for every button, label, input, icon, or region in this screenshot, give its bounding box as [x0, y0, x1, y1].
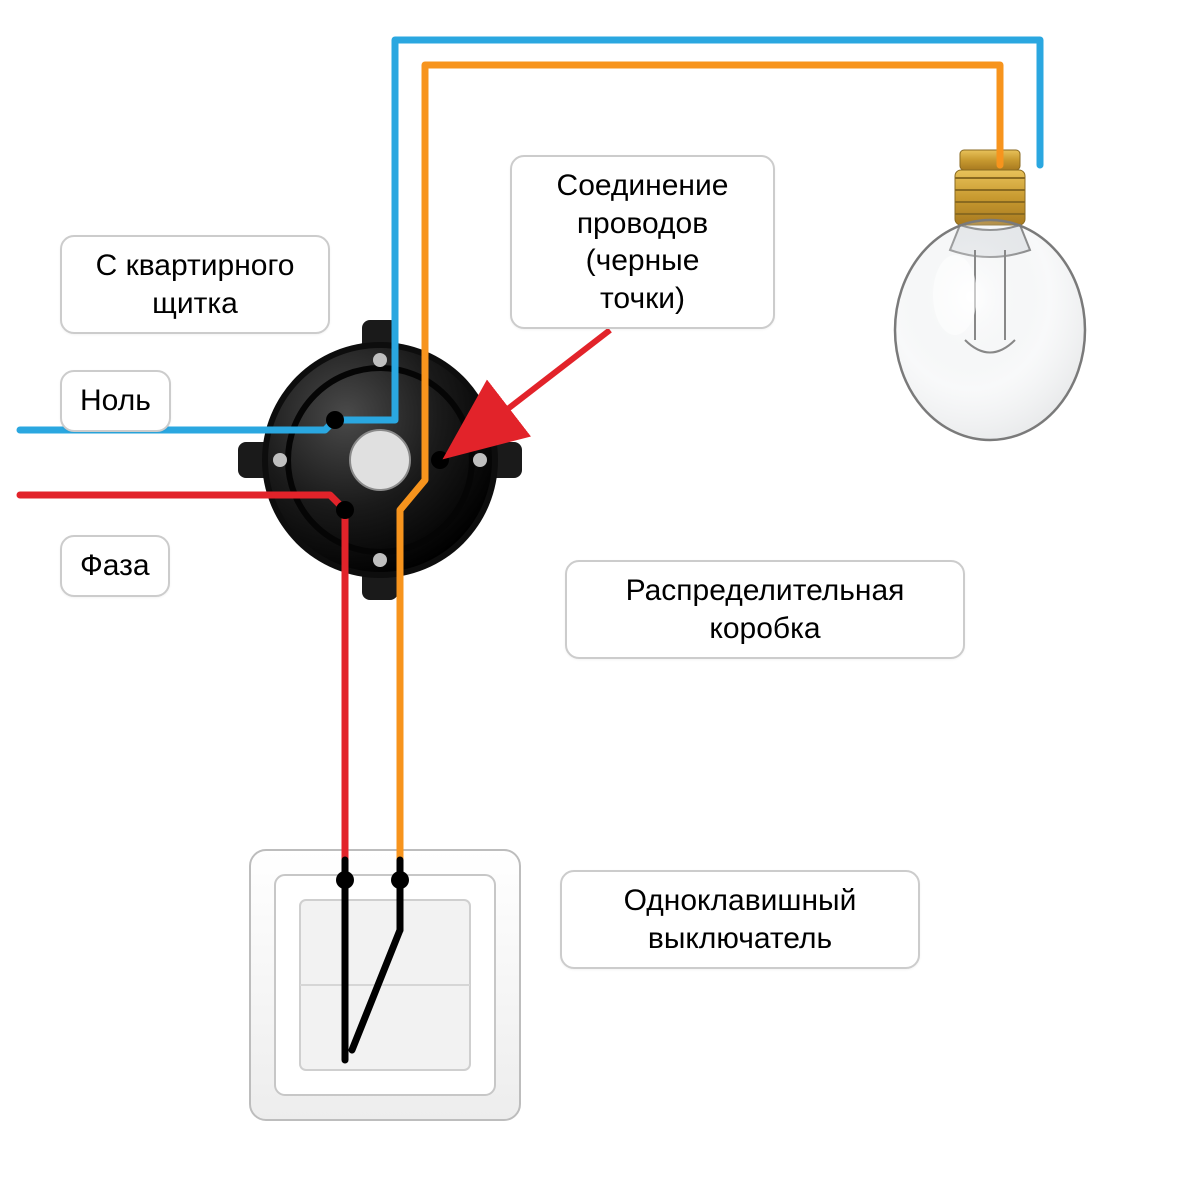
wire-switch_contact: [352, 930, 400, 1050]
diagram-stage: С квартирного щитка Ноль Фаза Соединение…: [0, 0, 1193, 1200]
connection-node: [336, 501, 354, 519]
label-wire-joints: Соединение проводов (черные точки): [510, 155, 775, 329]
connection-node: [336, 871, 354, 889]
connection-node: [326, 411, 344, 429]
pointer-arrow: [452, 330, 610, 452]
wall-switch-icon: [250, 850, 520, 1120]
junction-box-icon: [238, 320, 522, 600]
label-apartment-panel: С квартирного щитка: [60, 235, 330, 334]
light-bulb-icon: [895, 150, 1085, 440]
label-single-switch: Одноклавишный выключатель: [560, 870, 920, 969]
label-neutral: Ноль: [60, 370, 171, 432]
label-junction-box: Распределительная коробка: [565, 560, 965, 659]
wire-phase_in: [20, 495, 345, 510]
connection-node: [391, 871, 409, 889]
label-phase: Фаза: [60, 535, 170, 597]
connection-node: [431, 451, 449, 469]
